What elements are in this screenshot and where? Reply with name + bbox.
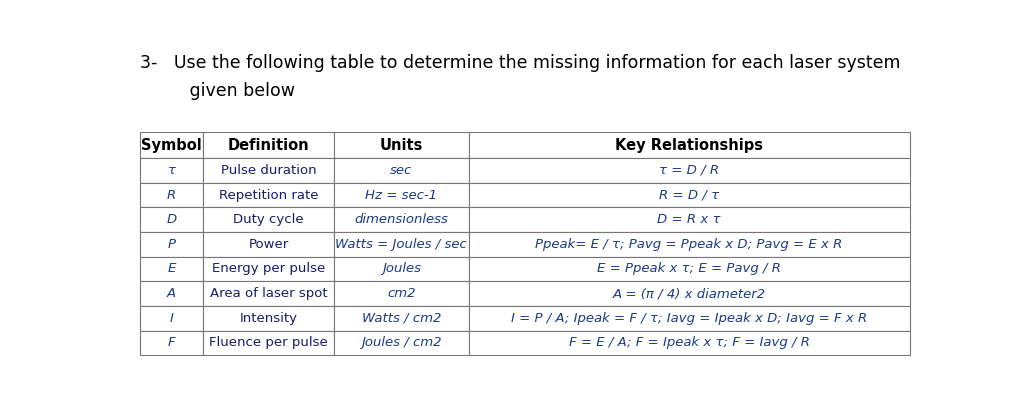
Text: I: I bbox=[170, 312, 173, 325]
Bar bbox=[469, 207, 909, 232]
Text: D = R x τ: D = R x τ bbox=[657, 213, 721, 226]
Text: Watts / cm2: Watts / cm2 bbox=[361, 312, 441, 325]
Text: D: D bbox=[166, 213, 176, 226]
Text: E = Ppeak x τ; E = Pavg / R: E = Ppeak x τ; E = Pavg / R bbox=[597, 262, 781, 275]
Bar bbox=[203, 306, 334, 330]
Bar bbox=[140, 158, 203, 183]
Text: given below: given below bbox=[140, 82, 295, 100]
Bar bbox=[334, 306, 469, 330]
Text: Intensity: Intensity bbox=[240, 312, 297, 325]
Bar bbox=[469, 257, 909, 281]
Bar bbox=[140, 257, 203, 281]
Bar bbox=[334, 132, 469, 158]
Bar bbox=[334, 207, 469, 232]
Bar bbox=[203, 232, 334, 257]
Bar bbox=[469, 281, 909, 306]
Bar bbox=[469, 232, 909, 257]
Bar bbox=[140, 306, 203, 330]
Text: dimensionless: dimensionless bbox=[354, 213, 449, 226]
Bar bbox=[469, 132, 909, 158]
Bar bbox=[469, 158, 909, 183]
Text: E: E bbox=[167, 262, 176, 275]
Text: Ppeak= E / τ; Pavg = Ppeak x D; Pavg = E x R: Ppeak= E / τ; Pavg = Ppeak x D; Pavg = E… bbox=[536, 238, 843, 251]
Text: Pulse duration: Pulse duration bbox=[220, 164, 316, 177]
Text: Power: Power bbox=[249, 238, 289, 251]
Text: A: A bbox=[167, 287, 176, 300]
Bar bbox=[203, 183, 334, 207]
Text: Energy per pulse: Energy per pulse bbox=[212, 262, 325, 275]
Bar bbox=[469, 183, 909, 207]
Text: Area of laser spot: Area of laser spot bbox=[210, 287, 328, 300]
Text: sec: sec bbox=[390, 164, 413, 177]
Text: Duty cycle: Duty cycle bbox=[233, 213, 304, 226]
Bar bbox=[334, 257, 469, 281]
Bar bbox=[140, 207, 203, 232]
Bar bbox=[334, 232, 469, 257]
Text: Hz = sec-1: Hz = sec-1 bbox=[366, 188, 437, 202]
Text: I = P / A; Ipeak = F / τ; Iavg = Ipeak x D; Iavg = F x R: I = P / A; Ipeak = F / τ; Iavg = Ipeak x… bbox=[511, 312, 867, 325]
Text: Joules / cm2: Joules / cm2 bbox=[361, 337, 441, 349]
Text: Repetition rate: Repetition rate bbox=[219, 188, 318, 202]
Bar bbox=[334, 281, 469, 306]
Text: Symbol: Symbol bbox=[141, 137, 202, 153]
Text: P: P bbox=[168, 238, 175, 251]
Text: F: F bbox=[168, 337, 175, 349]
Bar bbox=[203, 132, 334, 158]
Text: Watts = Joules / sec: Watts = Joules / sec bbox=[336, 238, 467, 251]
Bar bbox=[203, 158, 334, 183]
Bar bbox=[140, 132, 203, 158]
Text: cm2: cm2 bbox=[387, 287, 416, 300]
Text: R = D / τ: R = D / τ bbox=[659, 188, 719, 202]
Text: R: R bbox=[167, 188, 176, 202]
Text: A = (π / 4) x diameter2: A = (π / 4) x diameter2 bbox=[612, 287, 766, 300]
Text: τ: τ bbox=[168, 164, 175, 177]
Text: Joules: Joules bbox=[382, 262, 421, 275]
Bar bbox=[469, 306, 909, 330]
Text: 3-   Use the following table to determine the missing information for each laser: 3- Use the following table to determine … bbox=[140, 54, 900, 72]
Bar bbox=[334, 330, 469, 355]
Text: τ = D / R: τ = D / R bbox=[659, 164, 719, 177]
Text: Units: Units bbox=[380, 137, 423, 153]
Bar bbox=[203, 257, 334, 281]
Text: Definition: Definition bbox=[227, 137, 309, 153]
Text: Fluence per pulse: Fluence per pulse bbox=[209, 337, 328, 349]
Bar bbox=[203, 207, 334, 232]
Bar bbox=[469, 330, 909, 355]
Bar bbox=[140, 330, 203, 355]
Text: Key Relationships: Key Relationships bbox=[615, 137, 763, 153]
Bar bbox=[140, 232, 203, 257]
Bar bbox=[203, 281, 334, 306]
Bar bbox=[203, 330, 334, 355]
Text: F = E / A; F = Ipeak x τ; F = Iavg / R: F = E / A; F = Ipeak x τ; F = Iavg / R bbox=[568, 337, 810, 349]
Bar bbox=[140, 183, 203, 207]
Bar bbox=[334, 158, 469, 183]
Bar bbox=[140, 281, 203, 306]
Bar bbox=[334, 183, 469, 207]
